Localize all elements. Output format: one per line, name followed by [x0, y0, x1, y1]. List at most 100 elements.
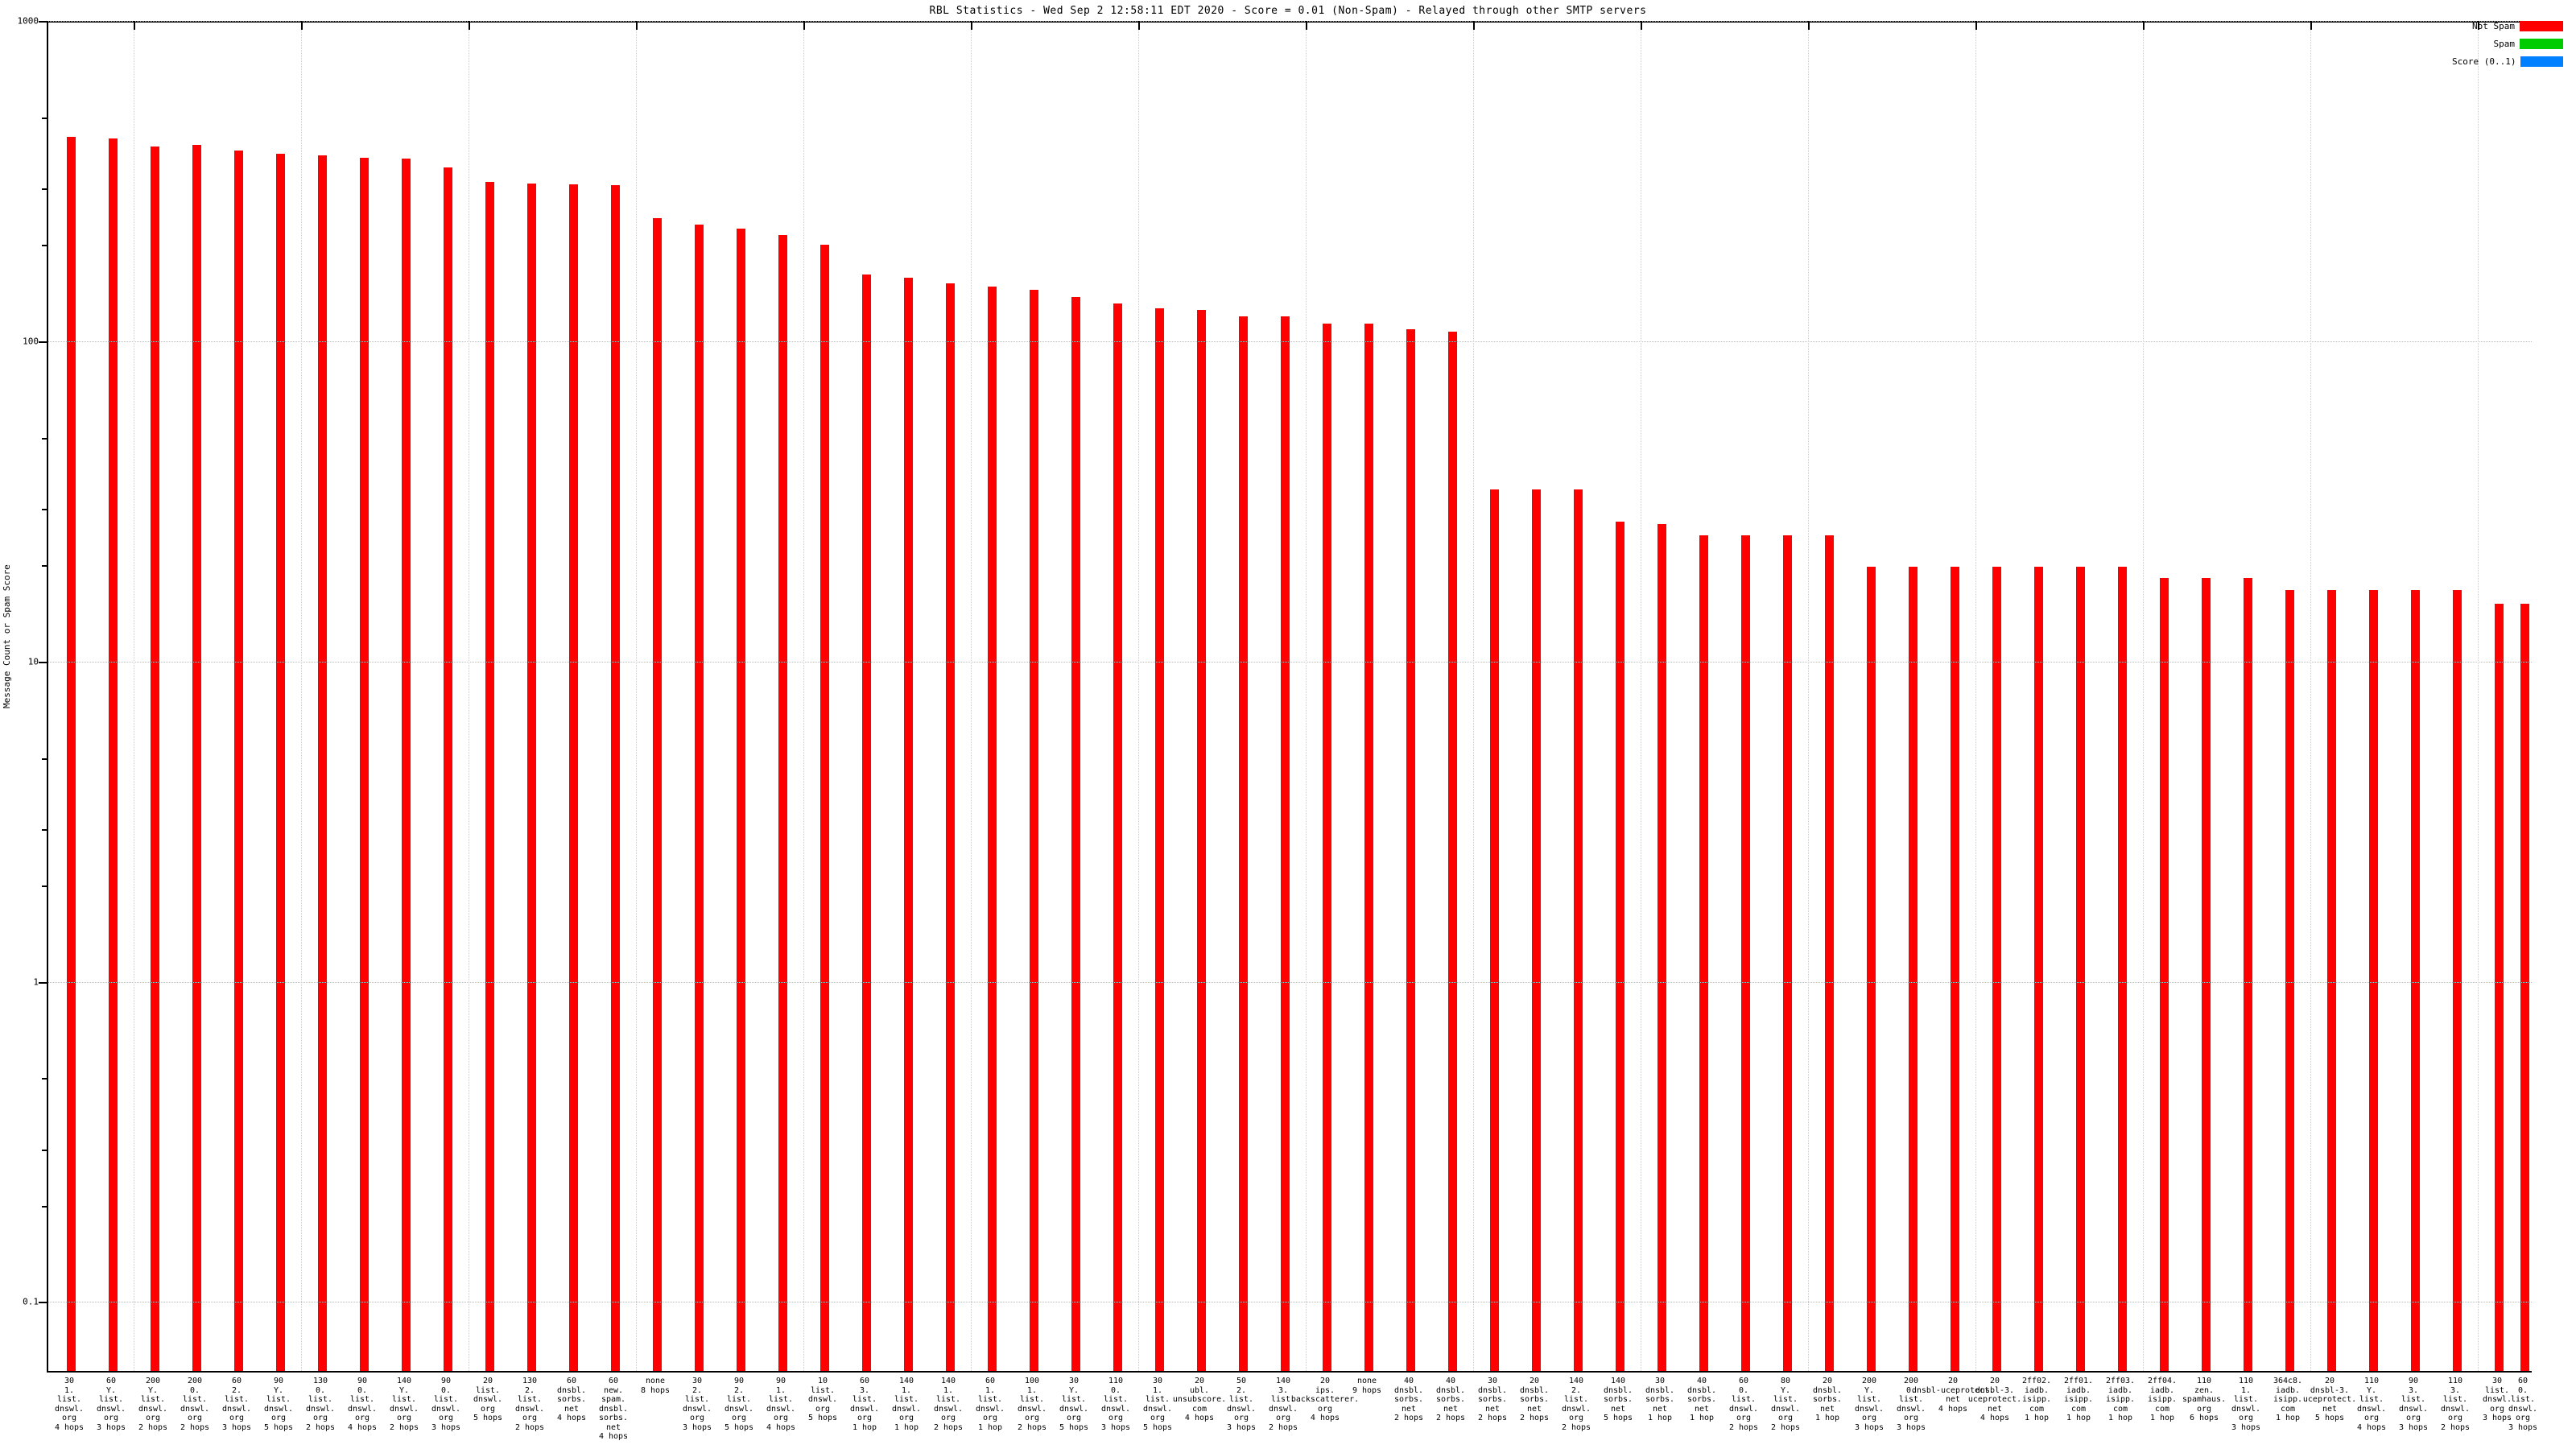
x-label-line: isipp. — [2147, 1395, 2178, 1404]
x-axis-tick-label: 90 1. list. dnswl. org 4 hops — [766, 1377, 795, 1432]
x-label-line: 60 — [231, 1377, 242, 1385]
x-label-line: 3 hops — [1100, 1422, 1131, 1432]
x-label-line: dnsbl. — [1686, 1385, 1717, 1395]
x-tick — [1138, 21, 1140, 30]
x-label-line: dnswl. — [263, 1404, 294, 1414]
x-label-line: 1. — [1152, 1385, 1163, 1395]
x-label-line: 2 hops — [1728, 1422, 1759, 1432]
x-axis-tick-label: 20 dnsbl-3. uceprotect. net 4 hops — [1968, 1377, 2021, 1423]
x-label-line: 2. — [524, 1385, 535, 1395]
x-label-line: 9 hops — [1352, 1385, 1382, 1395]
bar — [359, 157, 369, 1371]
x-label-line: 4 hops — [347, 1422, 378, 1432]
x-label-line: org — [396, 1414, 412, 1422]
vertical-gridline — [2478, 21, 2479, 1371]
x-label-line: 130 — [522, 1377, 538, 1385]
x-label-line: 40 — [1403, 1377, 1414, 1385]
bar — [652, 217, 662, 1371]
x-label-line: Y. — [1068, 1385, 1080, 1395]
bar — [1824, 535, 1834, 1371]
y-tick-minor — [42, 117, 48, 119]
bar — [819, 244, 829, 1371]
x-label-line: net — [1945, 1395, 1961, 1404]
x-label-line: 2 hops — [1519, 1414, 1550, 1422]
y-tick-minor — [42, 508, 48, 510]
x-label-line: isipp. — [2063, 1395, 2094, 1404]
x-label-line: dnsbl. — [1812, 1385, 1843, 1395]
x-axis-tick-label: 50 2. list. dnswl. org 3 hops — [1227, 1377, 1256, 1432]
x-label-line: uceprotect. — [2302, 1395, 2357, 1404]
bar — [1531, 489, 1541, 1371]
x-label-line: 5 hops — [1603, 1414, 1633, 1422]
x-label-line: isipp. — [2105, 1395, 2136, 1404]
x-label-line: 200 — [1903, 1377, 1919, 1385]
x-label-line: spamhaus. — [2182, 1395, 2227, 1404]
x-label-line: 60 — [105, 1377, 117, 1385]
bar — [485, 182, 494, 1371]
horizontal-gridline — [48, 661, 2532, 663]
x-label-line: dnswl. — [2398, 1404, 2429, 1414]
x-label-line: 200 — [145, 1377, 161, 1385]
bar — [2520, 603, 2529, 1371]
x-axis-tick-label: 200 0. list. dnswl. org 2 hops — [180, 1377, 209, 1432]
x-label-line: 80 — [1780, 1377, 1791, 1385]
x-label-line: dnswl. — [807, 1395, 838, 1404]
x-label-line: 2 hops — [1435, 1414, 1466, 1422]
vertical-gridline — [1138, 21, 1139, 1371]
x-label-line: dnswl. — [347, 1404, 378, 1414]
x-label-line: list. — [977, 1395, 1003, 1404]
x-label-line: 3. — [2450, 1385, 2461, 1395]
bar — [568, 184, 578, 1371]
horizontal-gridline — [48, 341, 2532, 342]
bar — [66, 136, 76, 1371]
bar — [233, 150, 243, 1371]
bar — [2117, 567, 2127, 1371]
y-tick-major — [39, 1302, 48, 1304]
x-label-line: dnswl. — [389, 1404, 419, 1414]
x-label-line: ubl. — [1189, 1385, 1210, 1395]
x-axis-tick-label: 40 dnsbl. sorbs. net 2 hops — [1394, 1377, 1423, 1423]
y-tick-major — [39, 21, 48, 23]
x-label-line: 140 — [940, 1377, 956, 1385]
x-label-line: net — [2322, 1404, 2338, 1414]
bar — [1615, 522, 1624, 1371]
x-label-line: iadb. — [2066, 1385, 2091, 1395]
x-label-line: Y. — [273, 1385, 284, 1395]
x-label-line: 1 hop — [894, 1422, 919, 1432]
x-label-line: Y. — [398, 1385, 410, 1395]
x-label-line: 100 — [1024, 1377, 1040, 1385]
bar — [2368, 590, 2378, 1371]
x-label-line: 2 hops — [138, 1422, 168, 1432]
x-axis-tick-label: 130 2. list. dnswl. org 2 hops — [515, 1377, 544, 1432]
bar — [1113, 303, 1122, 1371]
x-label-line: list. — [391, 1395, 417, 1404]
x-label-line: org — [61, 1414, 77, 1422]
bar — [2033, 567, 2043, 1371]
bar — [1029, 290, 1038, 1371]
y-tick-minor — [42, 1205, 48, 1208]
x-label-line: 4 hops — [766, 1422, 796, 1432]
x-label-line: org — [1275, 1414, 1291, 1422]
x-label-line: 5 hops — [263, 1422, 294, 1432]
legend-label-score: Score (0..1) — [2452, 56, 2516, 67]
legend-swatch-not-spam — [2520, 20, 2563, 31]
x-label-line: dnsbl-3. — [1975, 1385, 2015, 1395]
x-label-line: ips. — [1315, 1385, 1335, 1395]
bar — [2326, 590, 2336, 1371]
x-axis-tick-label: 60 Y. list. dnswl. org 3 hops — [97, 1377, 126, 1432]
x-label-line: org — [438, 1414, 454, 1422]
y-tick-major — [39, 981, 48, 984]
x-label-line: 0. — [1905, 1385, 1917, 1395]
x-label-line: list. — [684, 1395, 710, 1404]
x-label-line: Y. — [2366, 1385, 2377, 1395]
x-label-line: 50 — [1236, 1377, 1247, 1385]
bar — [778, 235, 787, 1371]
x-label-line: dnswl. — [180, 1404, 210, 1414]
x-label-line: org — [1233, 1414, 1249, 1422]
x-tick — [134, 21, 135, 30]
x-label-line: 3 hops — [682, 1422, 712, 1432]
x-axis-tick-label: 2ff01. iadb. isipp. com 1 hop — [2064, 1377, 2093, 1423]
x-label-line: net — [1610, 1404, 1626, 1414]
x-label-line: list. — [852, 1395, 877, 1404]
